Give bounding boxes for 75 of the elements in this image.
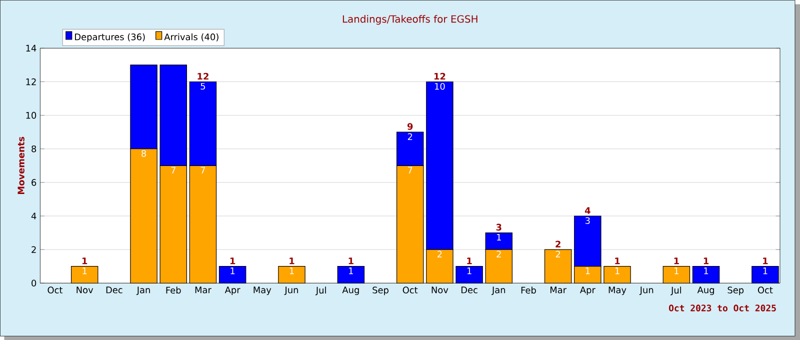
legend-label: Arrivals (40) xyxy=(164,33,218,42)
data-label: 7 xyxy=(171,166,176,174)
total-label: 4 xyxy=(584,207,590,214)
total-label: 1 xyxy=(467,258,472,264)
data-label: 1 xyxy=(230,268,235,274)
x-tick-label: Mar xyxy=(550,286,567,294)
x-tick-label: Jul xyxy=(670,286,682,296)
data-label: 1 xyxy=(615,268,620,274)
data-label: 1 xyxy=(290,268,294,274)
data-label: 1 xyxy=(704,268,708,274)
data-label: 2 xyxy=(556,250,560,258)
x-tick-label: Oct xyxy=(758,286,773,294)
data-label: 3 xyxy=(585,217,590,224)
legend-label: Departures (36) xyxy=(75,33,145,42)
x-tick-label: Nov xyxy=(432,286,448,294)
x-tick-label: Aug xyxy=(697,286,714,295)
x-tick-label: Jul xyxy=(315,286,326,296)
chart-title: Landings/Takeoffs for EGSH xyxy=(342,15,478,25)
data-label: 1 xyxy=(467,268,472,274)
total-label: 1 xyxy=(290,258,294,264)
y-tick-label: 12 xyxy=(26,78,36,86)
y-axis-title: Movements xyxy=(18,136,24,194)
y-tick-label: 8 xyxy=(32,145,36,152)
y-tick-label: 0 xyxy=(32,280,36,286)
y-tick-label: 10 xyxy=(26,112,36,119)
x-tick-label: Dec xyxy=(106,286,122,294)
x-tick-label: Oct xyxy=(48,286,63,294)
data-label: 7 xyxy=(408,166,412,174)
text: Oct 2023 to Oct 2025 xyxy=(668,304,776,312)
x-tick-label: Jan xyxy=(136,286,150,295)
data-label: 1 xyxy=(497,234,501,240)
x-tick-label: Sep xyxy=(728,286,744,296)
x-tick-label: Jun xyxy=(639,286,654,295)
data-label: 1 xyxy=(674,268,678,274)
x-tick-label: Apr xyxy=(580,286,596,295)
x-tick-label: May xyxy=(254,286,272,295)
x-tick-label: Feb xyxy=(521,286,536,294)
x-tick-label: Mar xyxy=(195,286,212,294)
total-label: 1 xyxy=(82,258,88,264)
total-label: 1 xyxy=(704,258,709,264)
total-label: 12 xyxy=(434,72,446,80)
x-tick-label: Jan xyxy=(492,286,506,295)
x-tick-label: May xyxy=(608,286,626,295)
total-label: 9 xyxy=(407,123,413,130)
data-label: 1 xyxy=(82,268,87,274)
x-tick-label: Dec xyxy=(461,286,478,294)
x-tick-label: Jun xyxy=(284,286,298,295)
total-label: 2 xyxy=(556,240,560,248)
data-label: 1 xyxy=(349,268,353,274)
total-label: 1 xyxy=(674,258,679,264)
data-label: 1 xyxy=(586,268,590,274)
x-tick-label: Sep xyxy=(372,286,388,296)
data-label: 7 xyxy=(200,166,206,174)
data-label: 10 xyxy=(434,82,445,90)
x-tick-label: Feb xyxy=(166,286,181,294)
x-tick-label: Nov xyxy=(76,286,94,294)
y-tick-label: 2 xyxy=(32,246,36,253)
x-tick-label: Oct xyxy=(402,286,418,294)
y-tick-label: 4 xyxy=(31,212,36,220)
total-label: 1 xyxy=(230,258,236,264)
total-label: 1 xyxy=(615,258,620,264)
data-label: 2 xyxy=(438,250,442,258)
y-tick-label: 14 xyxy=(26,44,36,52)
data-label: 2 xyxy=(408,133,412,140)
y-tick-label: 6 xyxy=(32,179,36,186)
data-label: 1 xyxy=(763,268,768,274)
x-tick-label: Apr xyxy=(224,286,240,295)
data-label: 2 xyxy=(496,250,501,258)
total-label: 12 xyxy=(198,72,208,80)
total-label: 1 xyxy=(348,258,354,264)
data-label: 8 xyxy=(142,150,146,157)
total-label: 1 xyxy=(763,258,768,264)
x-tick-label: Aug xyxy=(342,286,359,295)
total-label: 3 xyxy=(496,224,502,231)
data-label: 5 xyxy=(200,82,206,90)
